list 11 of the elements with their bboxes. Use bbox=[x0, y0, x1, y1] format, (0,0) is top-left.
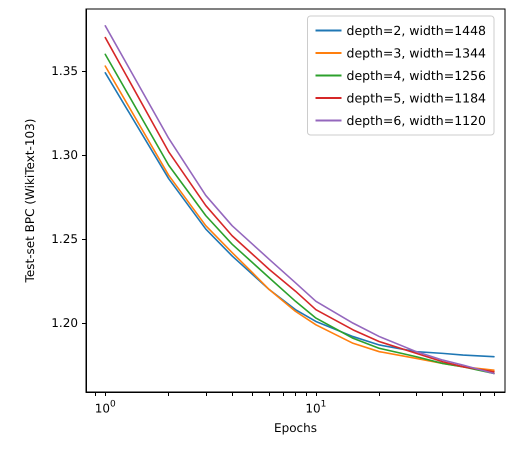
y-tick-label: 1.25 bbox=[51, 232, 78, 246]
y-tick-label: 1.35 bbox=[51, 64, 78, 78]
legend-label: depth=3, width=1344 bbox=[346, 46, 486, 60]
legend-label: depth=5, width=1184 bbox=[346, 90, 486, 106]
y-tick-label: 1.30 bbox=[51, 148, 78, 162]
legend-label: depth=4, width=1256 bbox=[346, 68, 486, 83]
legend-label: depth=6, width=1120 bbox=[346, 113, 486, 128]
y-tick-label: 1.20 bbox=[51, 316, 78, 330]
legend-label: depth=2, width=1448 bbox=[346, 23, 486, 38]
x-axis-title: Epochs bbox=[274, 421, 317, 435]
y-axis-title: Test-set BPC (WikiText-103) bbox=[23, 118, 37, 284]
